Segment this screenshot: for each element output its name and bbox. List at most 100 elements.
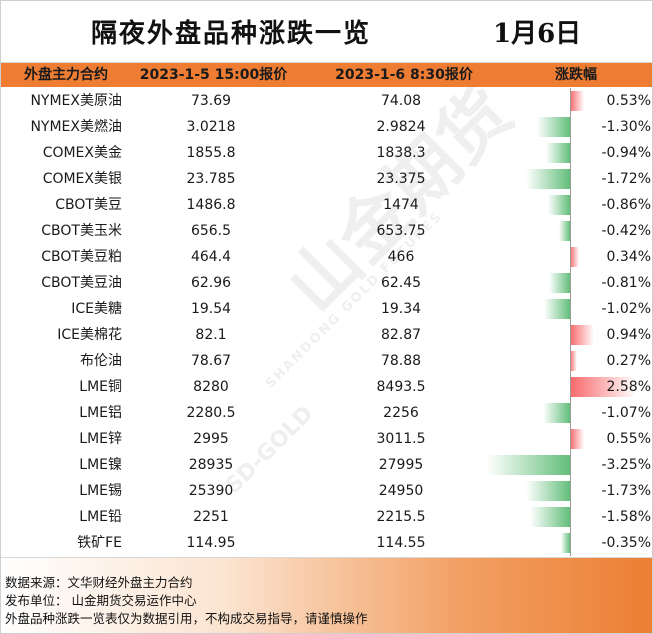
contract-name: ICE美棉花 [57,327,122,343]
fall-bar [548,195,570,215]
table-row: CBOT美豆 1486.8 1474 -0.86% [1,192,652,218]
price-1: 656.5 [190,223,232,239]
price-1: 19.54 [190,301,232,317]
change-percent: -1.02% [601,301,651,317]
price-1: 78.67 [190,353,232,369]
change-percent: -0.86% [601,197,651,213]
price-2: 114.55 [376,535,426,551]
contract-name: LME铝 [79,405,122,421]
price-1: 2251 [193,509,229,525]
price-2: 1838.3 [376,145,426,161]
rise-bar [570,351,577,371]
table-row: LME镍 28935 27995 -3.25% [1,452,652,478]
price-2: 2.9824 [376,119,426,135]
change-percent: -0.35% [601,535,651,551]
price-1: 2280.5 [186,405,236,421]
report-date: 1月6日 [493,19,582,49]
change-percent: 2.58% [606,379,651,395]
header-price-1: 2023-1-5 15:00报价 [139,67,288,83]
contract-name: LME铅 [79,509,122,525]
bar-axis [570,88,571,556]
header-change: 涨跌幅 [555,67,597,83]
price-2: 3011.5 [376,431,426,447]
price-1: 114.95 [186,535,236,551]
footer-publisher: 发布单位： 山金期货交易运作中心 [5,593,197,608]
fall-bar [561,533,570,553]
price-2: 2215.5 [376,509,426,525]
contract-name: CBOT美豆油 [41,275,122,291]
change-percent: 0.53% [606,93,651,109]
rise-bar [570,247,579,267]
table-row: LME铅 2251 2215.5 -1.58% [1,504,652,530]
contract-name: NYMEX美原油 [30,93,122,109]
rise-bar [570,377,636,397]
change-percent: -1.30% [601,119,651,135]
table-row: LME铜 8280 8493.5 2.58% [1,374,652,400]
price-2: 466 [387,249,415,265]
contract-name: ICE美糖 [71,301,122,317]
price-2: 1474 [383,197,419,213]
contract-name: COMEX美金 [42,145,122,161]
table-header: 外盘主力合约 2023-1-5 15:00报价 2023-1-6 8:30报价 … [1,63,652,87]
rise-bar [570,91,584,111]
price-1: 1855.8 [186,145,236,161]
table-row: COMEX美金 1855.8 1838.3 -0.94% [1,140,652,166]
title-row: 隔夜外盘品种涨跌一览 1月6日 [1,1,652,63]
table-row: NYMEX美燃油 3.0218 2.9824 -1.30% [1,114,652,140]
change-percent: 0.94% [606,327,651,343]
price-1: 3.0218 [186,119,236,135]
table-row: ICE美棉花 82.1 82.87 0.94% [1,322,652,348]
contract-name: NYMEX美燃油 [30,119,122,135]
fall-bar [526,169,570,189]
contract-name: 铁矿FE [77,535,122,551]
contract-name: 布伦油 [80,353,122,369]
contract-name: CBOT美豆 [55,197,122,213]
fall-bar [487,455,570,475]
table-row: LME铝 2280.5 2256 -1.07% [1,400,652,426]
table-row: LME锌 2995 3011.5 0.55% [1,426,652,452]
header-price-2: 2023-1-6 8:30报价 [335,67,473,83]
price-2: 653.75 [376,223,426,239]
price-1: 8280 [193,379,229,395]
price-1: 62.96 [190,275,232,291]
price-1: 1486.8 [186,197,236,213]
change-percent: 0.27% [606,353,651,369]
change-percent: -1.73% [601,483,651,499]
change-percent: -1.07% [601,405,651,421]
footer-source: 数据来源：文华财经外盘主力合约 [5,575,193,590]
price-1: 464.4 [190,249,232,265]
price-2: 27995 [378,457,424,473]
price-2: 78.88 [380,353,422,369]
table-row: NYMEX美原油 73.69 74.08 0.53% [1,88,652,114]
footer-disclaimer: 外盘品种涨跌一览表仅为数据引用，不构成交易指导，请谨慎操作 [5,611,368,626]
price-2: 23.375 [376,171,426,187]
fall-bar [542,403,570,423]
price-1: 23.785 [186,171,236,187]
table-row: COMEX美银 23.785 23.375 -1.72% [1,166,652,192]
table-row: CBOT美玉米 656.5 653.75 -0.42% [1,218,652,244]
change-percent: -0.81% [601,275,651,291]
change-percent: 0.34% [606,249,651,265]
rise-bar [570,325,594,345]
price-2: 19.34 [380,301,422,317]
change-percent: -1.72% [601,171,651,187]
fall-bar [549,273,570,293]
table-row: 布伦油 78.67 78.88 0.27% [1,348,652,374]
fall-bar [543,299,570,319]
footer: 数据来源：文华财经外盘主力合约 发布单位： 山金期货交易运作中心 外盘品种涨跌一… [1,557,652,633]
contract-name: CBOT美豆粕 [41,249,122,265]
change-percent: 0.55% [606,431,651,447]
page-title: 隔夜外盘品种涨跌一览 [91,19,372,49]
table-row: 铁矿FE 114.95 114.55 -0.35% [1,530,652,556]
change-percent: -0.94% [601,145,651,161]
contract-name: LME镍 [79,457,122,473]
price-2: 62.45 [380,275,422,291]
fall-bar [536,117,570,137]
price-1: 82.1 [195,327,227,343]
contract-name: LME锡 [79,483,122,499]
contract-name: LME锌 [79,431,122,447]
price-1: 73.69 [190,93,232,109]
price-2: 24950 [378,483,424,499]
table-row: CBOT美豆粕 464.4 466 0.34% [1,244,652,270]
